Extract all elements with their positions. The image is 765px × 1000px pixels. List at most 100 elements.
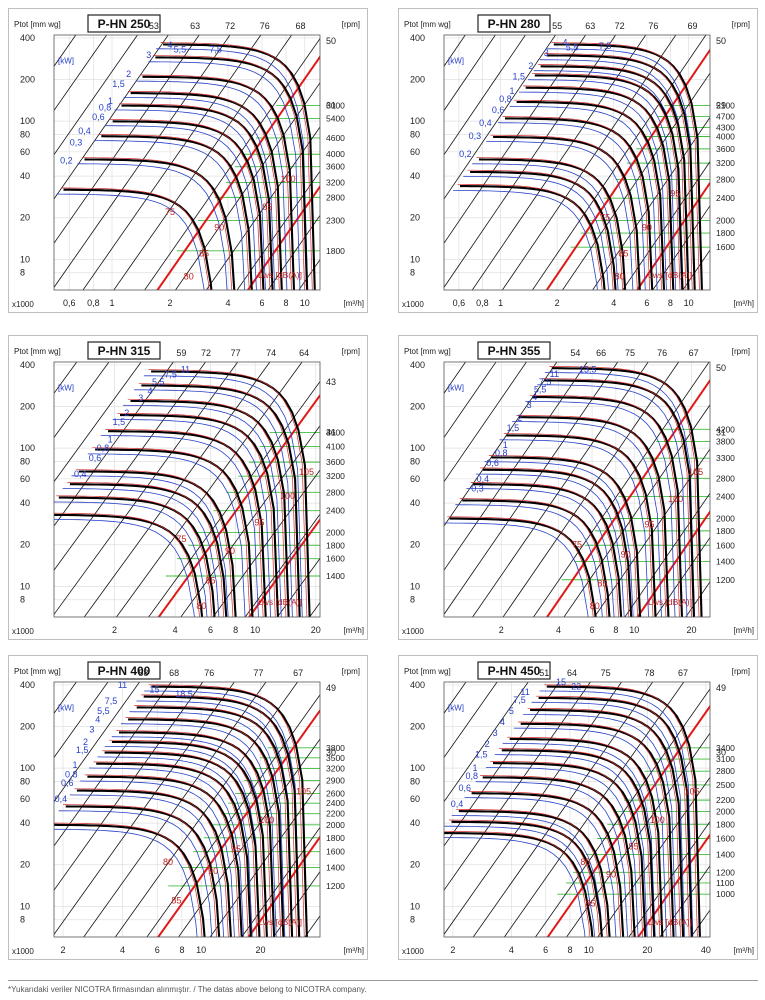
fan-chart-svg: P-HN 355 Ptot [mm wg] [rpm] [m³/h] x1000 [kW]… <box>398 335 758 640</box>
system-line <box>444 35 587 244</box>
x-axis-label: [m³/h] <box>344 626 364 635</box>
noise-curve <box>105 429 264 617</box>
y-tick-label: 8 <box>20 595 25 605</box>
x-tick-label: 20 <box>256 945 266 955</box>
system-line <box>54 362 78 394</box>
rpm-scale-label: 3800 <box>716 437 735 447</box>
fan-curve-rpm-4600 <box>151 370 311 617</box>
noise-curve <box>507 736 661 937</box>
y-tick-label: 20 <box>410 860 420 870</box>
rpm-scale-label: 1600 <box>716 540 735 550</box>
chart-title: P-HN 280 <box>488 17 541 31</box>
power-curve <box>486 140 634 290</box>
noise-curve <box>84 774 240 937</box>
power-curve <box>136 700 293 937</box>
y-tick-label: 60 <box>410 474 420 484</box>
y-tick-label: 400 <box>20 680 35 690</box>
efficiency-top-label: 72 <box>225 21 235 31</box>
efficiency-top-label: 59 <box>176 348 186 358</box>
fan-curve-rpm-3200 <box>516 100 666 290</box>
rpm-scale-label: 3100 <box>716 754 735 764</box>
power-curve <box>518 91 667 290</box>
x-unit-label: x1000 <box>12 627 34 636</box>
noise-curve <box>160 42 313 290</box>
kw-label: 0,6 <box>92 112 105 122</box>
rpm-scale-label: 5100 <box>716 101 735 111</box>
rpm-scale-label: 2800 <box>716 766 735 776</box>
power-curve <box>54 828 198 937</box>
fan-curve-rpm-2800 <box>108 430 267 617</box>
rpm-scale-label: 1800 <box>716 819 735 829</box>
kw-label: 0,3 <box>70 138 83 148</box>
noise-curve <box>117 412 276 617</box>
efficiency-top-label: 76 <box>204 668 214 678</box>
kw-label: 0,8 <box>97 443 110 453</box>
fan-curve-rpm-3500 <box>143 695 301 937</box>
fan-curve-rpm-2000 <box>96 762 252 937</box>
noise-curve <box>444 830 591 937</box>
rpm-unit-label: [rpm] <box>732 667 750 676</box>
x-tick-label: 40 <box>701 945 711 955</box>
rpm-scale-label: 2000 <box>716 806 735 816</box>
efficiency-top-label: 76 <box>648 21 658 31</box>
noise-curve <box>523 85 672 290</box>
fan-curve-rpm-1600 <box>473 483 623 617</box>
chart-title-group: P-HN 315 <box>87 341 161 360</box>
system-line <box>566 732 710 937</box>
efficiency-right-label: 49 <box>716 683 726 693</box>
fan-chart-1: P-HN 250 Ptot [mm wg] [rpm] [m³/h] x1000 [kW]… <box>8 8 368 313</box>
y-tick-label: 200 <box>20 75 35 85</box>
x-tick-label: 0,8 <box>476 298 489 308</box>
system-line <box>562 72 710 290</box>
kw-label: 1,5 <box>475 750 488 760</box>
fan-curve-rpm-2000 <box>78 470 237 617</box>
y-tick-label: 40 <box>20 498 30 508</box>
optimum-efficiency-line <box>156 55 320 290</box>
kw-label: 0,6 <box>492 105 505 115</box>
power-curve <box>100 435 259 617</box>
kw-label: 1 <box>108 435 113 445</box>
noise-curve <box>98 134 250 290</box>
efficiency-top-label: 58 <box>138 668 148 678</box>
system-line <box>444 35 496 112</box>
fan-curve-rpm-4000 <box>130 92 283 290</box>
y-tick-label: 100 <box>20 116 35 126</box>
y-tick-label: 40 <box>20 171 30 181</box>
fan-curve-rpm-5400 <box>155 56 309 290</box>
system-line <box>236 170 320 290</box>
efficiency-right-label: 30 <box>326 747 336 757</box>
fan-curve-rpm-3600 <box>121 104 274 290</box>
y-tick-label: 80 <box>20 457 30 467</box>
kw-label: 15 <box>149 685 159 695</box>
system-line <box>83 362 271 617</box>
system-line <box>472 682 654 937</box>
fan-chart-3: P-HN 315 Ptot [mm wg] [rpm] [m³/h] x1000 [kW]… <box>8 335 368 640</box>
power-curve <box>56 193 205 290</box>
system-line <box>444 682 467 714</box>
lws-unit-label: Lws [dB(A)] <box>258 270 302 280</box>
y-tick-label: 200 <box>410 75 425 85</box>
rpm-unit-label: [rpm] <box>342 347 360 356</box>
noise-curve <box>448 819 600 937</box>
fan-chart-4: P-HN 355 Ptot [mm wg] [rpm] [m³/h] x1000 [kW]… <box>398 335 758 640</box>
noise-curve <box>532 73 681 290</box>
x-tick-label: 2 <box>499 625 504 635</box>
fan-chart-svg: P-HN 315 Ptot [mm wg] [rpm] [m³/h] x1000 [kW]… <box>8 335 368 640</box>
lws-label: 80 <box>196 601 206 611</box>
fan-curve-rpm-1600 <box>58 496 216 617</box>
fan-curve-rpm-2800 <box>519 416 670 617</box>
kw-label: 0,2 <box>60 155 73 165</box>
lws-label: 105 <box>688 467 703 477</box>
y-tick-label: 200 <box>20 722 35 732</box>
y-tick-label: 40 <box>410 498 420 508</box>
fan-curve-rpm-1800 <box>492 762 647 937</box>
lws-label: 95 <box>670 188 680 198</box>
power-curve <box>451 815 603 937</box>
power-curve <box>71 475 229 617</box>
kw-label: 0,8 <box>465 771 478 781</box>
system-line <box>244 513 320 617</box>
noise-curve <box>148 369 308 617</box>
power-curve <box>143 375 303 617</box>
power-curve <box>475 473 625 617</box>
fan-curve-rpm-2400 <box>95 448 254 617</box>
